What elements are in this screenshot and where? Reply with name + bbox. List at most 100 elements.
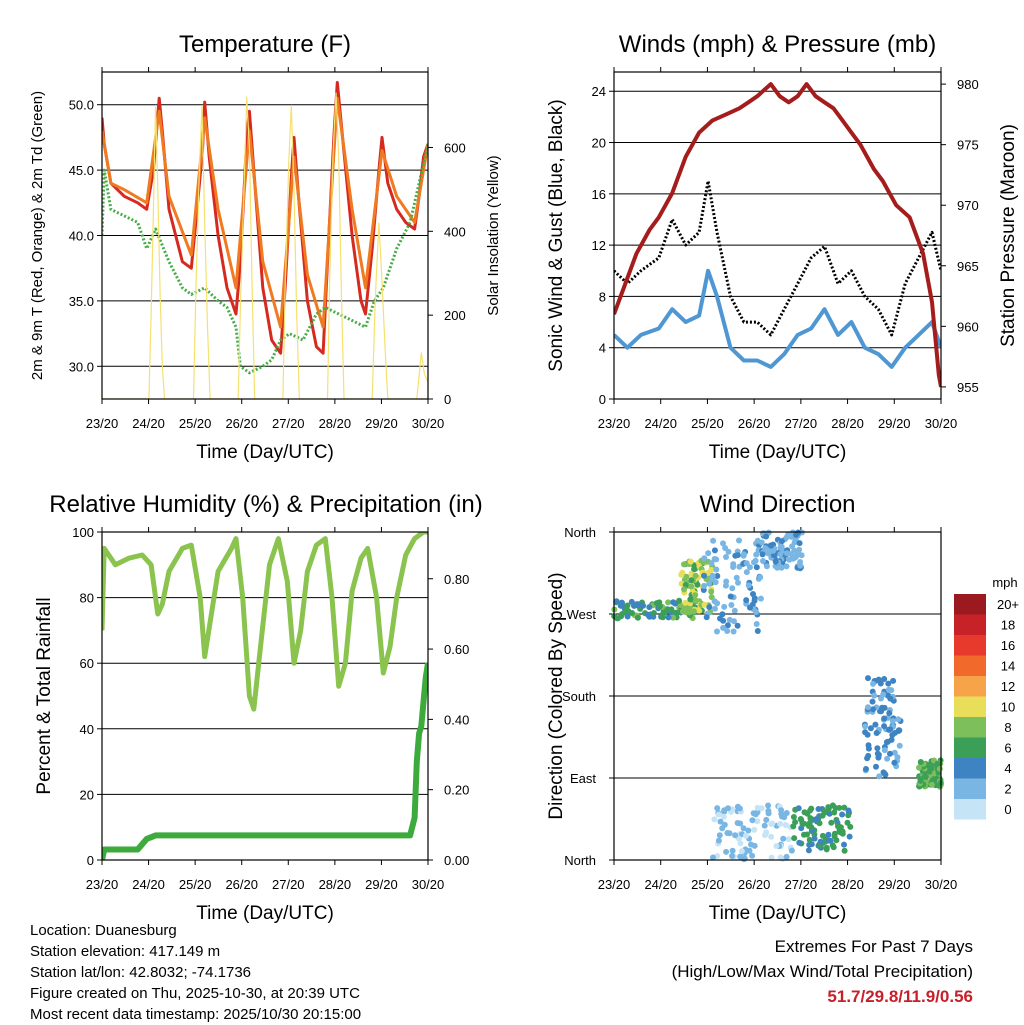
wind-direction-point	[768, 833, 775, 840]
wind-direction-point	[870, 706, 876, 713]
wind-direction-point	[624, 602, 631, 609]
wind-direction-point	[714, 573, 721, 579]
wind-direction-point	[646, 604, 653, 611]
wind-direction-point	[729, 847, 736, 854]
wind-direction-point	[885, 726, 892, 733]
wind-direction-point	[709, 576, 716, 582]
y-axis-label: Sonic Wind & Gust (Blue, Black)	[546, 99, 567, 371]
x-tick-label: 29/20	[365, 416, 398, 431]
wind-direction-point	[865, 704, 871, 711]
wind-direction-point	[613, 598, 620, 605]
legend-swatch	[954, 799, 986, 820]
wind-direction-point	[928, 781, 935, 788]
chart-title: Wind Direction	[699, 491, 855, 518]
legend-label: 6	[1004, 741, 1011, 756]
wind-direction-point	[841, 841, 847, 848]
x-axis-label: Time (Day/UTC)	[709, 903, 847, 924]
wind-direction-point	[692, 592, 699, 599]
series-gust	[614, 179, 941, 337]
wind-direction-point	[713, 556, 720, 563]
wind-direction-point	[762, 832, 768, 839]
y-axis-label: Percent & Total Rainfall	[34, 597, 55, 794]
wind-direction-point	[656, 603, 663, 610]
wind-direction-point	[884, 738, 891, 745]
y-tick-label: North	[564, 525, 596, 540]
wind-direction-point	[753, 564, 760, 571]
series-total-precipitation	[102, 662, 428, 860]
wind-direction-point	[750, 810, 757, 817]
y-right-tick-label: 0.40	[444, 712, 469, 727]
wind-direction-point	[845, 807, 852, 814]
y-right-axis-label: Solar Insolation (Yellow)	[485, 155, 502, 315]
plot-frame	[613, 71, 942, 400]
x-tick-label: 24/20	[644, 877, 677, 892]
x-tick-label: 27/20	[272, 416, 305, 431]
station-location: Location: Duanesburg	[30, 922, 177, 939]
wind-direction-point	[701, 582, 708, 589]
wind-direction-point	[759, 551, 766, 558]
wind-direction-point	[770, 552, 777, 559]
wind-direction-point	[785, 836, 792, 843]
y-right-tick-label: 975	[957, 138, 979, 153]
x-axis-label: Time (Day/UTC)	[196, 903, 334, 924]
wind-direction-point	[887, 750, 893, 757]
wind-direction-point	[862, 723, 869, 730]
x-tick-label: 23/20	[598, 416, 631, 431]
y-tick-label: North	[564, 853, 596, 868]
wind-direction-point	[921, 773, 928, 780]
extremes-subheading: (High/Low/Max Wind/Total Precipitation)	[671, 962, 973, 981]
wind-direction-point	[782, 822, 789, 828]
wind-direction-point	[796, 540, 803, 547]
wind-direction-point	[784, 550, 790, 557]
wind-direction-point	[724, 622, 731, 629]
wind-direction-point	[737, 840, 744, 847]
y-tick-label: South	[562, 689, 596, 704]
wind-direction-point	[733, 574, 740, 581]
wind-direction-point	[844, 819, 851, 826]
wind-direction-point	[895, 727, 902, 734]
wind-direction-point	[711, 547, 718, 554]
wind-direction-point	[701, 572, 707, 579]
wind-direction-point	[896, 742, 903, 749]
x-tick-label: 25/20	[691, 877, 724, 892]
x-tick-label: 30/20	[412, 877, 445, 892]
wind-direction-point	[846, 833, 853, 840]
wind-direction-point	[743, 569, 750, 576]
wind-direction-point	[706, 604, 713, 611]
y-right-tick-label: 400	[444, 224, 466, 239]
wind-direction-point	[778, 564, 785, 571]
wind-direction-point	[828, 819, 835, 826]
x-tick-label: 28/20	[319, 416, 352, 431]
wind-direction-point	[668, 606, 675, 613]
y-tick-label: 16	[592, 187, 606, 202]
wind-direction-point	[788, 847, 795, 854]
wind-direction-point	[749, 852, 756, 859]
wind-direction-point	[863, 766, 869, 772]
wind-direction-point	[726, 616, 733, 623]
y-right-tick-label: 0	[444, 392, 451, 407]
wind-direction-point	[730, 628, 737, 635]
wind-direction-point	[773, 843, 780, 849]
wind-direction-point	[765, 802, 772, 809]
x-tick-label: 26/20	[225, 416, 258, 431]
wind-direction-point	[845, 812, 852, 819]
wind-direction-point	[934, 760, 941, 767]
station-latlon: Station lat/lon: 42.8032; -74.1736	[30, 964, 252, 981]
wind-direction-point	[752, 557, 759, 564]
x-tick-label: 29/20	[878, 416, 911, 431]
wind-direction-point	[875, 676, 882, 683]
wind-direction-point	[827, 837, 834, 844]
wind-direction-point	[884, 755, 891, 762]
wind-direction-point	[839, 811, 846, 818]
wind-direction-point	[808, 805, 815, 812]
wind-direction-point	[783, 810, 790, 816]
wind-direction-point	[618, 599, 625, 606]
y-right-tick-label: 965	[957, 259, 979, 274]
wind-direction-point	[806, 841, 813, 848]
y-right-tick-label: 0.00	[444, 853, 469, 868]
y-tick-label: 0	[599, 392, 606, 407]
x-tick-label: 25/20	[179, 416, 212, 431]
legend-swatch	[954, 635, 986, 656]
wind-direction-point	[734, 552, 741, 559]
